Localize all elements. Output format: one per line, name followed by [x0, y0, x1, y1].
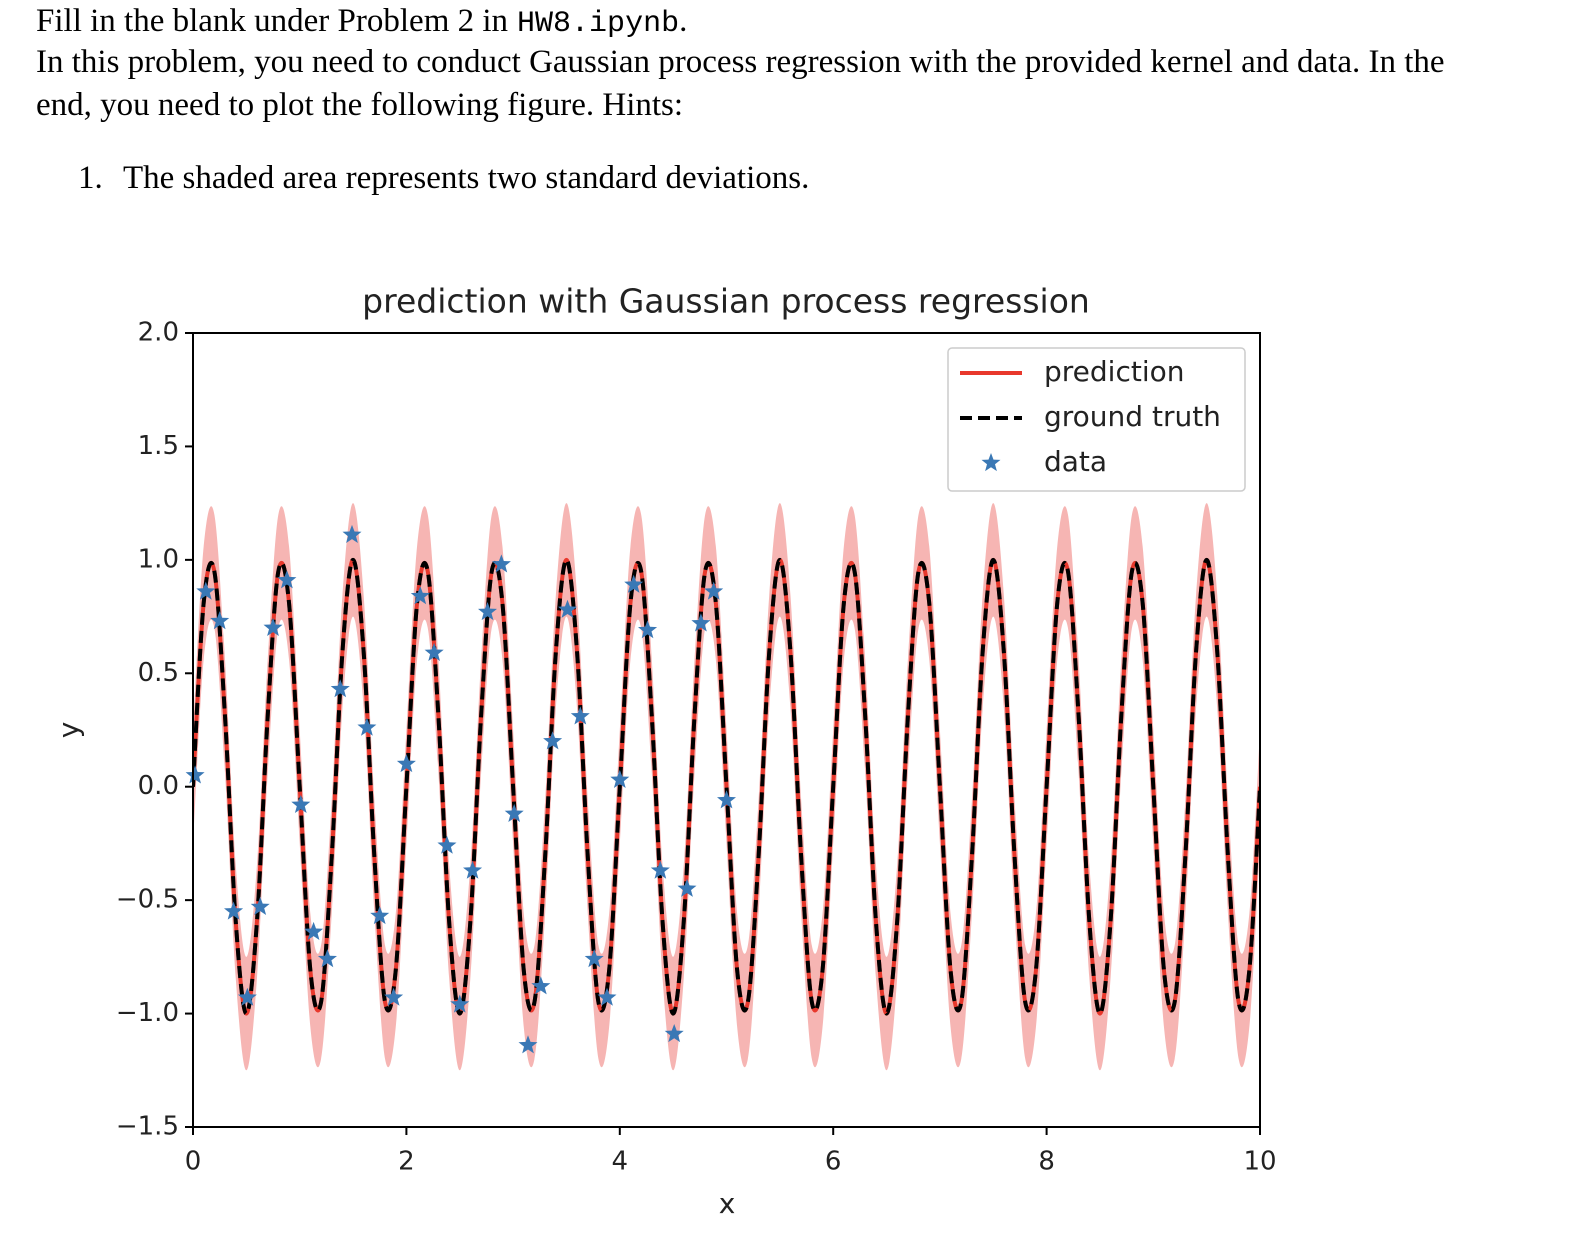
instruction-line: Fill in the blank under Problem 2 in HW8.… [36, 0, 687, 46]
data-point [263, 617, 283, 636]
plot-frame [192, 332, 1261, 1128]
data-point [650, 860, 670, 879]
data-point [450, 994, 470, 1013]
y-tick-label: 2.0 [138, 318, 179, 348]
data-point [437, 835, 457, 854]
data-point [543, 731, 563, 750]
data-point [463, 860, 483, 879]
data-point [518, 1035, 538, 1054]
data-point [224, 901, 244, 920]
data-point [610, 769, 630, 788]
chart-title: prediction with Gaussian process regress… [362, 282, 1090, 321]
data-point [342, 524, 362, 543]
data-point [357, 717, 377, 736]
data-point [330, 679, 350, 698]
file-name: HW8.ipynb [517, 7, 680, 41]
y-tick-label: 1.5 [138, 431, 179, 461]
legend-box [947, 347, 1246, 492]
y-tick-label: −0.5 [116, 885, 179, 915]
text: Fill in the blank under Problem 2 in [36, 3, 509, 39]
data-point [597, 987, 617, 1006]
y-axis-label: y [52, 722, 85, 739]
hint-number: 1. [78, 160, 103, 196]
data-point [584, 949, 604, 968]
paragraph: In this problem, you need to conduct Gau… [36, 44, 1445, 123]
data-point [370, 906, 390, 925]
data-point [478, 602, 497, 621]
prediction-line [193, 557, 1260, 1016]
data-point [277, 570, 297, 589]
x-tick-label: 2 [398, 1147, 415, 1177]
data-point [291, 794, 311, 813]
x-tick-label: 10 [1243, 1147, 1276, 1177]
data-point [704, 581, 724, 600]
data-point [210, 611, 230, 630]
hint-text: The shaded area represents two standard … [123, 160, 810, 196]
data-point [691, 613, 711, 632]
data-point [677, 878, 697, 897]
ground-truth-line [193, 557, 1260, 1016]
x-tick-label: 4 [612, 1147, 629, 1177]
data-point [237, 987, 257, 1006]
legend-label: prediction [1044, 355, 1184, 388]
data-point [304, 921, 324, 940]
data-point [250, 896, 270, 915]
y-tick-label: 0.0 [138, 771, 179, 801]
data-point [185, 765, 205, 784]
data-point [624, 574, 644, 593]
data-point [664, 1024, 684, 1043]
legend-label: data [1044, 445, 1107, 478]
x-tick-label: 0 [185, 1147, 202, 1177]
data-point [491, 554, 511, 573]
legend-label: ground truth [1044, 400, 1221, 433]
y-tick-label: 0.5 [138, 658, 179, 688]
data-point [410, 586, 430, 605]
data-point [504, 803, 524, 822]
y-tick-label: −1.0 [116, 998, 179, 1028]
data-point [196, 581, 216, 600]
y-tick-label: −1.5 [116, 1112, 179, 1142]
data-point [424, 642, 444, 661]
data-point [717, 790, 736, 809]
data-point [570, 706, 590, 725]
data-point [384, 987, 404, 1006]
data-point [558, 599, 577, 618]
x-tick-label: 8 [1038, 1147, 1055, 1177]
y-tick-label: 1.0 [138, 544, 179, 574]
data-point [317, 949, 337, 968]
x-tick-label: 6 [825, 1147, 842, 1177]
legend-symbol [981, 453, 1001, 472]
x-axis-label: x [719, 1187, 736, 1220]
text: . [679, 3, 688, 39]
data-point [638, 620, 658, 639]
data-point [396, 754, 416, 773]
data-point [531, 976, 551, 995]
